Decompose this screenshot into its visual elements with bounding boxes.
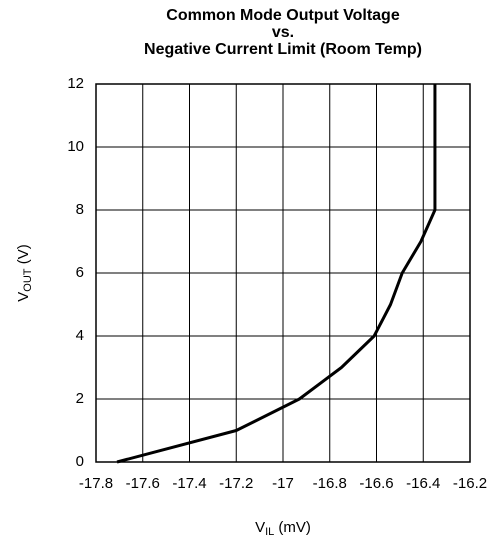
x-tick-label: -17.2 <box>219 475 253 492</box>
y-label-part: V <box>15 292 32 302</box>
y-label-sub: OUT <box>22 268 34 292</box>
x-tick-label: -16.4 <box>406 475 440 492</box>
x-tick-label: -16.6 <box>359 475 393 492</box>
x-tick-label: -16.2 <box>453 475 487 492</box>
data-line <box>116 84 437 464</box>
x-tick-label: -17.8 <box>79 475 113 492</box>
y-tick-label: 10 <box>67 138 84 155</box>
chart-title: vs. <box>272 24 294 41</box>
y-tick-label: 0 <box>76 453 84 470</box>
y-label-part: (V) <box>15 244 32 268</box>
x-tick-label: -17 <box>272 475 294 492</box>
y-tick-label: 6 <box>76 264 84 281</box>
y-tick-label: 8 <box>76 201 84 218</box>
x-tick-label: -17.4 <box>172 475 206 492</box>
x-tick-label: -16.8 <box>313 475 347 492</box>
y-axis-label: VOUT (V) <box>15 244 34 301</box>
y-tick-label: 4 <box>76 327 84 344</box>
plot-frame <box>95 83 471 463</box>
chart-title: Common Mode Output Voltage <box>166 7 400 24</box>
x-label-part: V <box>255 519 265 535</box>
y-tick-label: 12 <box>67 75 84 92</box>
x-axis-label: VIL (mV) <box>255 519 311 535</box>
y-tick-label: 2 <box>76 390 84 407</box>
chart-title: Negative Current Limit (Room Temp) <box>144 41 422 58</box>
x-label-sub: IL <box>265 526 274 535</box>
x-label-part: (mV) <box>274 519 311 535</box>
x-tick-label: -17.6 <box>126 475 160 492</box>
